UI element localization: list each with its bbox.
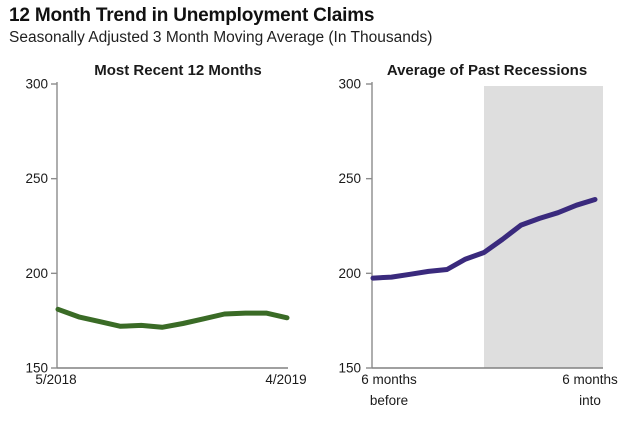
x-tick-label: 4/2019 xyxy=(265,372,306,387)
x-tick-label: 6 months into xyxy=(562,372,618,408)
y-tick-label: 250 xyxy=(25,171,48,186)
panel-title: Average of Past Recessions xyxy=(387,62,587,79)
x-tick-label: 5/2018 xyxy=(35,372,76,387)
y-tick-label: 300 xyxy=(338,77,361,92)
y-tick-label: 300 xyxy=(25,77,48,92)
y-tick-label: 150 xyxy=(25,361,48,376)
figure-title: 12 Month Trend in Unemployment Claims xyxy=(9,5,375,26)
trend-line xyxy=(55,306,290,330)
y-tick-label: 200 xyxy=(25,266,48,281)
panel-title: Most Recent 12 Months xyxy=(94,62,262,79)
y-tick-label: 200 xyxy=(338,266,361,281)
y-tick-label: 150 xyxy=(338,361,361,376)
chart-average-of-past-recessions: Average of Past Recessions3002502001506 … xyxy=(338,62,618,408)
trend-line xyxy=(370,197,598,281)
x-tick-label: 6 months before xyxy=(361,372,417,408)
recession-shaded-region xyxy=(484,86,603,368)
y-tick-label: 250 xyxy=(338,171,361,186)
figure-subtitle: Seasonally Adjusted 3 Month Moving Avera… xyxy=(9,29,433,46)
